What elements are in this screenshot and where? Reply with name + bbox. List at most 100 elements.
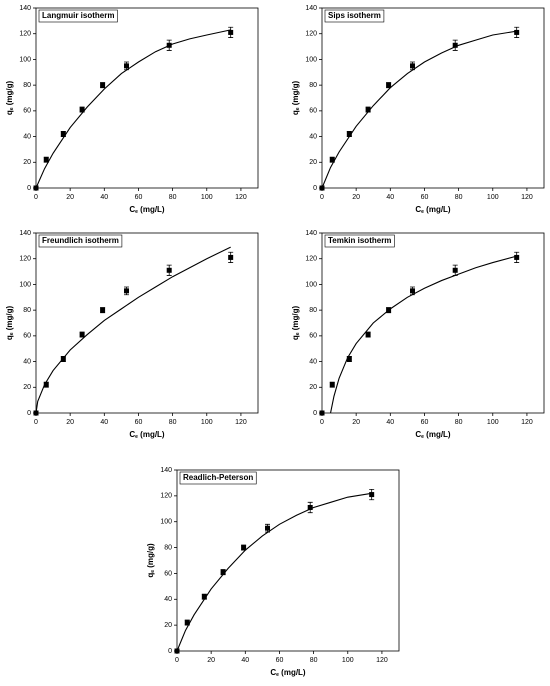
plot-frame xyxy=(35,232,259,414)
y-tick-label: 40 xyxy=(309,358,317,365)
y-tick-label: 80 xyxy=(309,307,317,314)
y-tick-label: 100 xyxy=(19,56,31,63)
y-tick-label: 20 xyxy=(23,159,31,166)
x-tick-label: 100 xyxy=(201,194,213,201)
x-axis-label: Ce (mg/L) xyxy=(129,205,165,215)
x-axis-label-part: C xyxy=(270,668,276,677)
x-tick-label: 0 xyxy=(34,419,38,426)
data-point xyxy=(329,157,335,163)
fit-curve xyxy=(321,30,517,189)
plot-frame xyxy=(176,469,400,652)
y-axis-label-part: e xyxy=(295,107,301,110)
panel-title: Langmuir isotherm xyxy=(42,11,114,20)
y-axis-label: qe (mg/g) xyxy=(5,81,15,116)
y-axis-label-part: (mg/g) xyxy=(5,81,14,108)
x-tick-label: 80 xyxy=(169,419,177,426)
y-tick-label: 140 xyxy=(305,230,317,237)
data-point xyxy=(452,42,458,48)
data-point xyxy=(410,63,416,69)
x-axis-label-part: (mg/L) xyxy=(138,430,165,439)
data-point xyxy=(329,382,335,388)
y-tick-label: 120 xyxy=(160,493,172,500)
y-axis-label: qe (mg/g) xyxy=(146,543,156,578)
x-tick-label: 100 xyxy=(487,419,499,426)
data-point xyxy=(100,307,106,313)
x-tick-label: 20 xyxy=(352,194,360,201)
fit-curve xyxy=(35,29,231,189)
x-tick-label: 0 xyxy=(320,194,324,201)
data-point xyxy=(307,504,313,510)
title-box xyxy=(179,471,257,485)
x-axis-label-part: C xyxy=(129,430,135,439)
y-tick-label: 120 xyxy=(305,31,317,38)
x-tick-label: 20 xyxy=(66,194,74,201)
y-tick-label: 20 xyxy=(309,384,317,391)
x-axis-label-part: e xyxy=(421,434,424,440)
data-point xyxy=(220,569,226,575)
data-point xyxy=(43,157,49,163)
data-point xyxy=(365,332,371,338)
data-point xyxy=(201,594,207,600)
y-tick-label: 80 xyxy=(309,82,317,89)
y-tick-label: 140 xyxy=(19,230,31,237)
x-tick-label: 40 xyxy=(100,194,108,201)
data-point xyxy=(369,492,375,498)
y-tick-label: 20 xyxy=(164,622,172,629)
y-tick-label: 100 xyxy=(305,56,317,63)
y-tick-label: 100 xyxy=(160,519,172,526)
x-axis-label-part: (mg/L) xyxy=(424,205,451,214)
x-tick-label: 80 xyxy=(310,657,318,664)
panel-title: Readlich-Peterson xyxy=(183,473,253,482)
y-axis-label-part: (mg/g) xyxy=(5,306,14,333)
data-point xyxy=(410,288,416,294)
x-tick-label: 20 xyxy=(352,419,360,426)
y-tick-label: 40 xyxy=(309,133,317,140)
data-point xyxy=(124,288,130,294)
data-point xyxy=(241,545,247,551)
plot-frame xyxy=(321,232,545,414)
x-tick-label: 100 xyxy=(201,419,213,426)
data-point xyxy=(124,63,130,69)
y-tick-label: 0 xyxy=(27,185,31,192)
x-tick-label: 100 xyxy=(342,657,354,664)
x-axis-label-part: (mg/L) xyxy=(138,205,165,214)
y-axis-label-part: (mg/g) xyxy=(291,306,300,333)
data-point xyxy=(174,648,180,654)
x-axis-label-part: (mg/L) xyxy=(279,668,306,677)
data-point xyxy=(346,131,352,137)
y-tick-label: 20 xyxy=(23,384,31,391)
x-tick-label: 0 xyxy=(320,419,324,426)
x-tick-label: 40 xyxy=(100,419,108,426)
data-point xyxy=(346,356,352,362)
x-tick-label: 0 xyxy=(34,194,38,201)
y-axis-label-part: q xyxy=(146,573,155,578)
data-point xyxy=(166,42,172,48)
y-tick-label: 20 xyxy=(309,159,317,166)
x-tick-label: 40 xyxy=(241,657,249,664)
x-axis-label-part: e xyxy=(276,672,279,678)
y-axis-label-part: e xyxy=(9,332,15,335)
y-axis-label-part: e xyxy=(295,332,301,335)
data-point xyxy=(184,620,190,626)
y-axis-label-part: (mg/g) xyxy=(146,543,155,570)
panel-title: Sips isotherm xyxy=(328,11,381,20)
x-axis-label: Ce (mg/L) xyxy=(415,205,451,215)
y-axis-label: qe (mg/g) xyxy=(5,306,15,341)
x-axis-label-part: C xyxy=(129,205,135,214)
data-point xyxy=(386,82,392,88)
x-axis-label-part: C xyxy=(415,205,421,214)
panel-title: Freundlich isotherm xyxy=(42,236,119,245)
data-point xyxy=(514,29,520,35)
x-axis-label: Ce (mg/L) xyxy=(129,430,165,440)
data-point xyxy=(33,185,39,191)
x-tick-label: 120 xyxy=(376,657,388,664)
data-point xyxy=(319,410,325,416)
data-point xyxy=(79,107,85,113)
data-point xyxy=(514,254,520,260)
x-tick-label: 0 xyxy=(175,657,179,664)
data-point xyxy=(228,29,234,35)
fit-curve xyxy=(176,492,372,652)
x-tick-label: 120 xyxy=(235,419,247,426)
y-tick-label: 0 xyxy=(27,410,31,417)
